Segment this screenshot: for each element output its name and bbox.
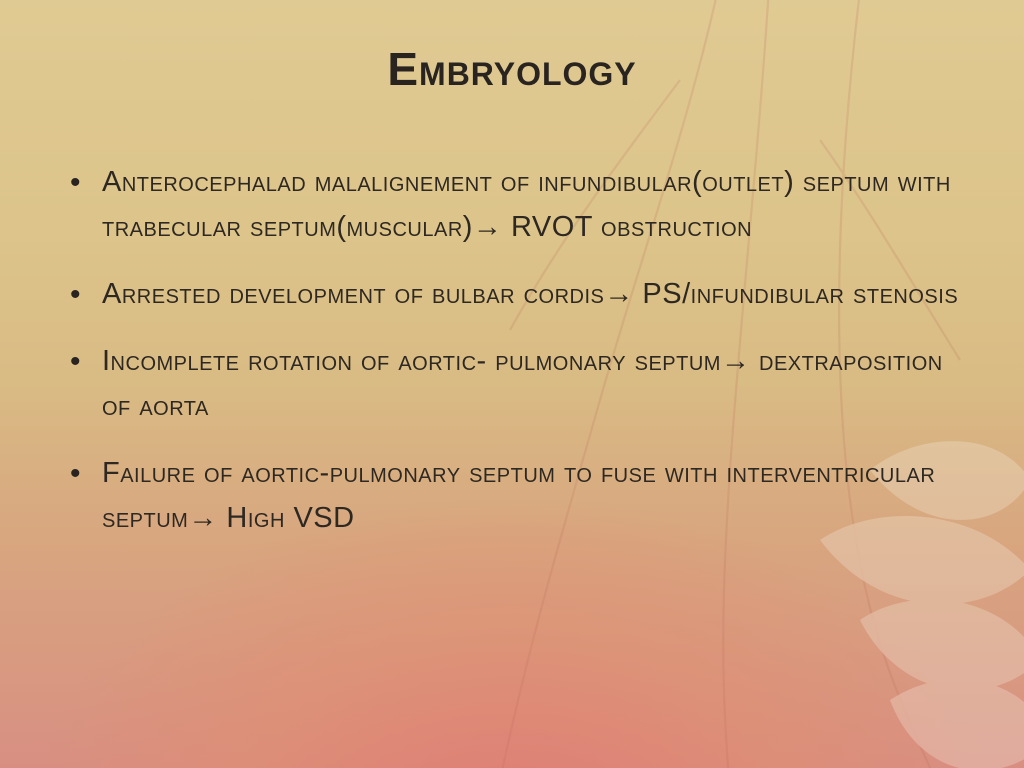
bullet-text: Arrested development of bulbar cordis→ P… bbox=[102, 278, 958, 310]
bullet-text: Incomplete rotation of aortic- pulmonary… bbox=[102, 345, 943, 422]
slide-title: Embryology bbox=[0, 42, 1024, 96]
list-item: Incomplete rotation of aortic- pulmonary… bbox=[60, 339, 964, 429]
bullet-list: Anterocephalad malalignement of infundib… bbox=[60, 160, 964, 563]
bullet-text: Anterocephalad malalignement of infundib… bbox=[102, 166, 951, 243]
list-item: Arrested development of bulbar cordis→ P… bbox=[60, 272, 964, 317]
slide: Embryology Anterocephalad malalignement … bbox=[0, 0, 1024, 768]
list-item: Anterocephalad malalignement of infundib… bbox=[60, 160, 964, 250]
bullet-text: Failure of aortic-pulmonary septum to fu… bbox=[102, 457, 935, 534]
list-item: Failure of aortic-pulmonary septum to fu… bbox=[60, 451, 964, 541]
